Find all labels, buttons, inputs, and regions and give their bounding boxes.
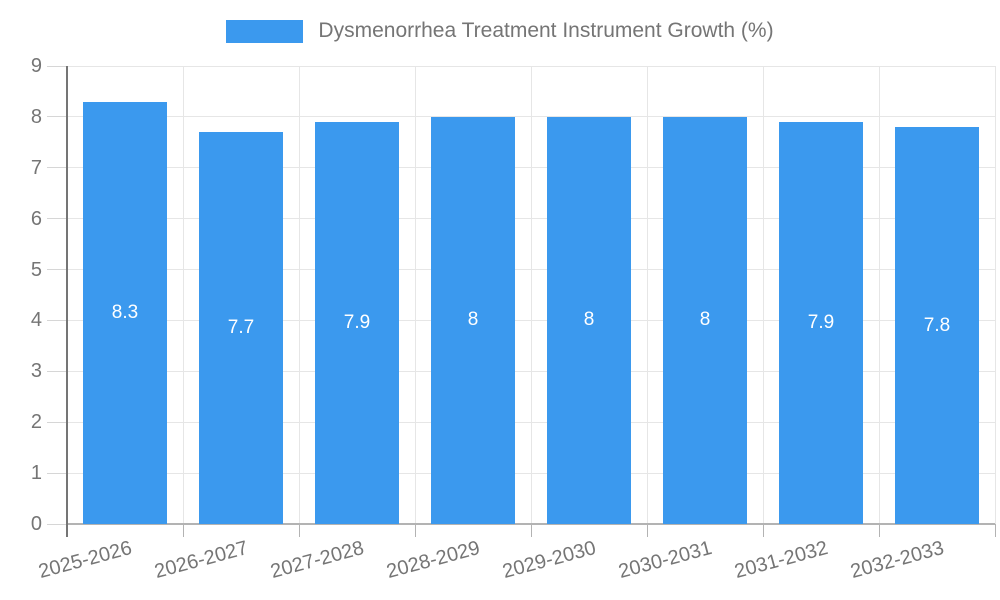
y-axis-tick <box>47 472 67 474</box>
x-axis-label: 2030-2031 <box>616 537 715 584</box>
y-axis-label: 9 <box>30 55 42 77</box>
y-axis-tick <box>47 523 67 525</box>
bar-value-label: 8 <box>583 309 595 331</box>
bar-value-label: 8 <box>699 309 711 331</box>
gridline-vertical <box>646 66 648 524</box>
x-axis-tick <box>182 524 184 537</box>
y-axis-label: 4 <box>30 309 42 332</box>
y-axis-label: 6 <box>30 207 42 230</box>
legend[interactable]: Dysmenorrhea Treatment Instrument Growth… <box>0 14 1000 48</box>
bar-2030-2031[interactable] <box>663 116 747 524</box>
y-axis-label: 1 <box>30 462 42 485</box>
gridline-vertical <box>994 66 996 524</box>
bar-2029-2030[interactable] <box>547 116 631 524</box>
x-axis-label: 2025-2026 <box>36 537 135 584</box>
legend-label: Dysmenorrhea Treatment Instrument Growth… <box>318 19 774 42</box>
bar-value-label: 7.9 <box>807 311 835 333</box>
x-axis-tick <box>414 524 416 537</box>
y-axis-label: 5 <box>30 258 42 281</box>
y-axis-tick <box>47 421 67 423</box>
gridline-vertical <box>530 66 532 524</box>
x-axis-tick <box>298 524 300 537</box>
y-axis-tick <box>47 269 67 271</box>
x-axis-label: 2032-2033 <box>848 537 947 584</box>
y-axis-label: 8 <box>30 105 42 128</box>
bar-value-label: 7.9 <box>343 311 371 333</box>
y-axis-line <box>66 66 68 537</box>
x-axis-label: 2028-2029 <box>384 537 483 584</box>
x-axis-label: 2029-2030 <box>500 537 599 584</box>
legend-swatch <box>226 19 304 43</box>
bar-2031-2032[interactable] <box>779 121 863 524</box>
x-axis-line <box>67 523 995 525</box>
gridline-vertical <box>762 66 764 524</box>
bar-value-label: 7.7 <box>227 317 255 339</box>
bar-2027-2028[interactable] <box>315 121 399 524</box>
x-axis-tick <box>878 524 880 537</box>
bar-2028-2029[interactable] <box>431 116 515 524</box>
x-axis-label: 2031-2032 <box>732 537 831 584</box>
x-axis-label: 2027-2028 <box>268 537 367 584</box>
y-axis-label: 2 <box>30 411 42 434</box>
bar-value-label: 8.3 <box>111 301 139 323</box>
x-axis-tick <box>994 524 996 537</box>
x-axis-tick <box>646 524 648 537</box>
bar-2025-2026[interactable] <box>83 101 167 524</box>
y-axis-tick <box>47 116 67 118</box>
bar-2026-2027[interactable] <box>199 132 283 524</box>
bar-value-label: 7.8 <box>923 314 951 336</box>
gridline-vertical <box>298 66 300 524</box>
x-axis-tick <box>530 524 532 537</box>
y-axis-tick <box>47 65 67 67</box>
y-axis-label: 3 <box>30 360 42 383</box>
x-axis-label: 2026-2027 <box>152 537 251 584</box>
y-axis-tick <box>47 218 67 220</box>
y-axis-tick <box>47 319 67 321</box>
bar-2032-2033[interactable] <box>895 127 979 524</box>
y-axis-label: 0 <box>30 513 42 535</box>
y-axis-tick <box>47 370 67 372</box>
gridline-vertical <box>878 66 880 524</box>
x-axis-tick <box>762 524 764 537</box>
gridline-vertical <box>182 66 184 524</box>
bar-value-label: 8 <box>467 309 479 331</box>
gridline-vertical <box>414 66 416 524</box>
y-axis-label: 7 <box>30 156 42 179</box>
y-axis-tick <box>47 167 67 169</box>
